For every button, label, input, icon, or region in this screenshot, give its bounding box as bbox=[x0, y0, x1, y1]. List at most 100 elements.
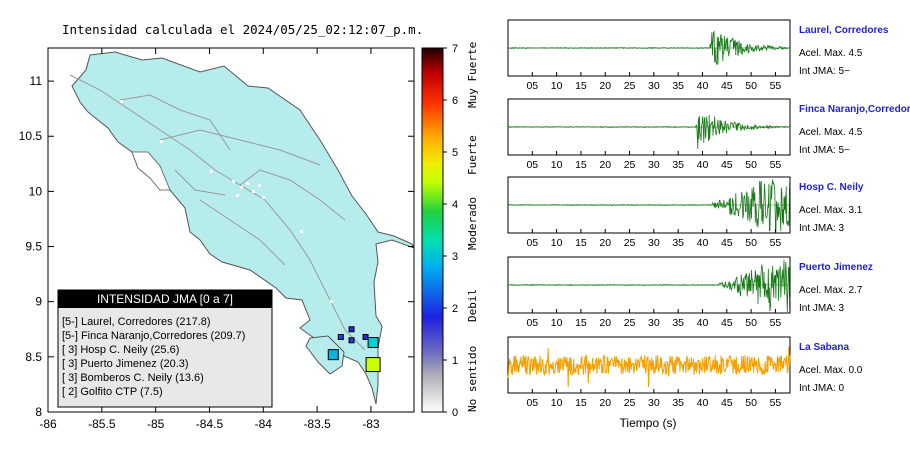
seismogram-panels: 05 10 15 20 25 30 35 40 45 50 55 Laurel, Corredores… bbox=[507, 19, 910, 409]
station-acel-max: Acel. Max. 3.1 bbox=[799, 205, 863, 216]
station-name: Puerto Jimenez bbox=[799, 262, 873, 273]
town-points bbox=[120, 100, 333, 303]
seismogram-tick-label: 40 bbox=[697, 317, 709, 329]
colorbar-label-muy-fuerte: Muy Fuerte bbox=[466, 42, 479, 108]
seismogram-tick-label: 45 bbox=[721, 80, 733, 92]
seismogram-tick-label: 30 bbox=[648, 237, 660, 249]
map-y-tick-label: 9.5 bbox=[25, 240, 42, 254]
colorbar-label-fuerte: Fuerte bbox=[466, 135, 479, 175]
colorbar-tick-label: 0 bbox=[452, 407, 458, 419]
seismogram-tick-label: 40 bbox=[697, 397, 709, 409]
station-acel-max: Acel. Max. 4.5 bbox=[799, 127, 863, 138]
legend-item: [5-] Finca Naranjo,Corredores (209.7) bbox=[62, 330, 245, 342]
seismogram-tick-label: 25 bbox=[624, 159, 636, 171]
seismogram-panel: 05 10 15 20 25 30 35 40 45 50 55 Finca Naranjo,Corr… bbox=[507, 98, 910, 171]
map-x-axis: -86 -85.5 -85 -84.5 -84 -83.5 -83 bbox=[39, 48, 380, 431]
station-marker bbox=[337, 333, 344, 340]
station-marker bbox=[367, 337, 379, 349]
colorbar: 0 1 2 3 4 5 6 7 No sentido Debil Moderado Fuert… bbox=[421, 42, 479, 419]
seismogram-tick-label: 40 bbox=[697, 80, 709, 92]
map-x-tick-label: -83 bbox=[362, 417, 380, 431]
seismogram-tick-label: 20 bbox=[599, 237, 611, 249]
seismogram-tick-label: 55 bbox=[770, 237, 782, 249]
seismogram-tick-label: 10 bbox=[551, 159, 563, 171]
colorbar-tick-label: 5 bbox=[452, 147, 458, 159]
map-y-axis: 8 8.5 9 9.5 10 10.5 11 bbox=[19, 74, 414, 419]
map-frame bbox=[47, 47, 415, 413]
seismogram-tick-label: 35 bbox=[672, 159, 684, 171]
colorbar-tick-label: 2 bbox=[452, 303, 458, 315]
seismogram-tick-label: 20 bbox=[599, 317, 611, 329]
seismogram-tick-label: 20 bbox=[599, 159, 611, 171]
seismogram-tick-label: 45 bbox=[721, 159, 733, 171]
seismogram-tick-label: 40 bbox=[697, 159, 709, 171]
seismogram-tick-label: 10 bbox=[551, 317, 563, 329]
seismogram-tick-label: 55 bbox=[770, 159, 782, 171]
seismogram-tick-label: 15 bbox=[575, 397, 587, 409]
legend-item: [ 3] Puerto Jimenez (20.3) bbox=[62, 358, 189, 370]
seismogram-tick-label: 45 bbox=[721, 237, 733, 249]
seismogram-tick-label: 25 bbox=[624, 397, 636, 409]
colorbar-ticks: 0 1 2 3 4 5 6 7 bbox=[443, 43, 458, 419]
seismogram-tick-label: 15 bbox=[575, 237, 587, 249]
seismogram-tick-label: 25 bbox=[624, 237, 636, 249]
seismogram-tick-label: 20 bbox=[599, 397, 611, 409]
seismogram-tick-label: 35 bbox=[672, 397, 684, 409]
station-name: Hosp C. Neily bbox=[799, 182, 864, 193]
seismogram-tick-label: 30 bbox=[648, 397, 660, 409]
seismogram-tick-label: 10 bbox=[551, 237, 563, 249]
seismogram-tick-label: 50 bbox=[745, 317, 757, 329]
map-x-tick-label: -85 bbox=[147, 417, 165, 431]
seismogram-tick-label: 10 bbox=[551, 397, 563, 409]
station-acel-max: Acel. Max. 0.0 bbox=[799, 365, 863, 376]
time-axis-label: Tiempo (s) bbox=[620, 416, 677, 430]
seismogram-tick-label: 50 bbox=[745, 80, 757, 92]
colorbar-tick-label: 4 bbox=[452, 199, 458, 211]
osa-peninsula bbox=[305, 335, 345, 375]
map-y-tick-label: 10.5 bbox=[19, 129, 43, 143]
map-y-tick-label: 9 bbox=[35, 295, 42, 309]
seismogram-tick-label: 15 bbox=[575, 317, 587, 329]
seismogram-tick-label: 05 bbox=[526, 317, 538, 329]
seismogram-trace bbox=[507, 346, 791, 388]
intensity-legend: INTENSIDAD JMA [0 a 7] [5-] Laurel, Corr… bbox=[57, 289, 273, 408]
station-int-jma: Int JMA: 5− bbox=[799, 66, 850, 77]
seismogram-trace bbox=[507, 30, 791, 65]
seismogram-tick-label: 15 bbox=[575, 159, 587, 171]
colorbar-tick-label: 1 bbox=[452, 355, 458, 367]
seismogram-tick-label: 05 bbox=[526, 237, 538, 249]
station-marker bbox=[362, 333, 369, 340]
seismogram-tick-label: 25 bbox=[624, 317, 636, 329]
seismogram-panel: 05 10 15 20 25 30 35 40 45 50 55 La Sabana Acel. Max… bbox=[507, 336, 863, 409]
map-y-tick-label: 8 bbox=[35, 405, 42, 419]
seismogram-tick-label: 30 bbox=[648, 317, 660, 329]
station-marker bbox=[348, 326, 355, 333]
legend-item: [ 3] Hosp C. Neily (25.6) bbox=[62, 344, 179, 356]
seismogram-tick-label: 50 bbox=[745, 397, 757, 409]
colorbar-label-debil: Debil bbox=[466, 289, 479, 322]
seismogram-tick-label: 30 bbox=[648, 159, 660, 171]
nicoya-gulf bbox=[131, 151, 171, 191]
map-title: Intensidad calculada el 2024/05/25_02:12… bbox=[62, 22, 424, 37]
seismogram-tick-label: 45 bbox=[721, 317, 733, 329]
station-int-jma: Int JMA: 5− bbox=[799, 145, 850, 156]
station-marker bbox=[348, 337, 355, 344]
seismogram-tick-label: 05 bbox=[526, 159, 538, 171]
station-marker bbox=[327, 349, 339, 361]
seismogram-tick-label: 40 bbox=[697, 237, 709, 249]
seismogram-trace bbox=[507, 114, 791, 150]
station-acel-max: Acel. Max. 2.7 bbox=[799, 285, 863, 296]
seismogram-tick-label: 05 bbox=[526, 80, 538, 92]
map-panel: -86 -85.5 -85 -84.5 -84 -83.5 -83 8 8.5 9 9.5 10 10… bbox=[19, 47, 415, 431]
seismogram-tick-label: 45 bbox=[721, 397, 733, 409]
map-y-tick-label: 8.5 bbox=[25, 350, 42, 364]
seismogram-tick-label: 05 bbox=[526, 397, 538, 409]
colorbar-label-moderado: Moderado bbox=[466, 197, 479, 250]
seismogram-trace bbox=[508, 179, 791, 233]
seismogram-tick-label: 55 bbox=[770, 397, 782, 409]
station-name: Finca Naranjo,Corredores bbox=[799, 104, 910, 115]
seismogram-tick-label: 35 bbox=[672, 80, 684, 92]
seismogram-trace bbox=[507, 259, 791, 312]
seismogram-panel: 05 10 15 20 25 30 35 40 45 50 55 Laurel, Corredores… bbox=[507, 19, 889, 92]
map-x-tick-label: -84 bbox=[255, 417, 273, 431]
